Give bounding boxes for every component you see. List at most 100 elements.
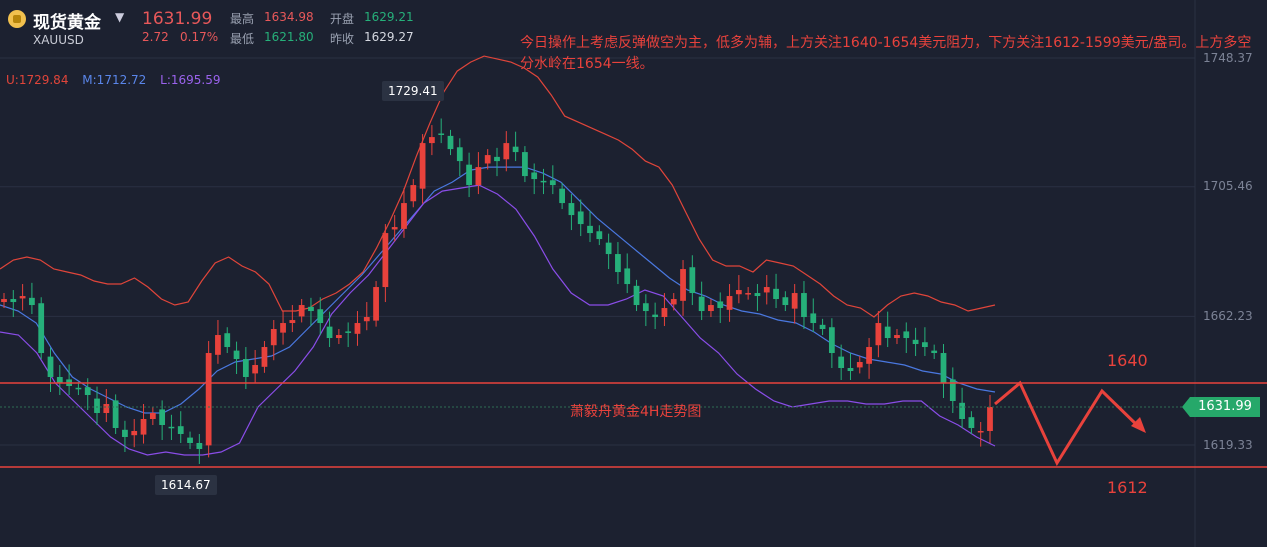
candle-body	[401, 203, 407, 229]
high-marker: 1729.41	[382, 81, 444, 101]
candle-body	[373, 287, 379, 321]
candle-body	[484, 155, 491, 164]
candle-body	[75, 387, 82, 390]
candle-body	[875, 323, 882, 346]
chevron-down-icon[interactable]: ▼	[115, 10, 125, 24]
upper-level-label: 1640	[1107, 351, 1148, 370]
candle-body	[912, 339, 919, 345]
candle-body	[698, 296, 705, 312]
band-legend: U:1729.84 M:1712.72 L:1695.59	[6, 73, 231, 87]
candle-body	[866, 347, 872, 364]
last-price: 1631.99	[142, 9, 213, 29]
candle-body	[894, 335, 900, 339]
candle-body	[475, 167, 482, 186]
candle-body	[977, 430, 984, 433]
open-value: 1629.21	[364, 10, 414, 24]
candle-body	[419, 143, 426, 189]
candle-body	[726, 296, 733, 310]
upper-band-line	[0, 55, 996, 318]
candle-body	[456, 147, 463, 162]
candle-body	[149, 412, 156, 419]
lower-level-label: 1612	[1107, 478, 1148, 497]
prev-close-label: 昨收	[330, 32, 355, 46]
prev-close-value: 1629.27	[364, 30, 414, 44]
candle-body	[959, 402, 965, 419]
candle-body	[596, 231, 603, 240]
candle-body	[29, 297, 35, 306]
candle-body	[38, 303, 45, 354]
candle-body	[410, 185, 417, 202]
candle-body	[289, 320, 296, 324]
candle-body	[252, 365, 259, 374]
candle-body	[652, 314, 659, 318]
candle-body	[791, 293, 798, 309]
low-marker: 1614.67	[155, 475, 217, 495]
high-value: 1634.98	[264, 10, 314, 24]
candle-body	[466, 164, 472, 186]
candle-body	[503, 143, 510, 160]
candle-body	[122, 429, 128, 437]
candle-body	[838, 356, 845, 369]
candle-body	[261, 347, 268, 367]
candle-body	[661, 308, 668, 318]
candle-body	[196, 442, 203, 449]
lower-band-value: L:1695.59	[160, 73, 221, 87]
low-label: 最低	[230, 32, 255, 46]
candle-body	[494, 156, 500, 162]
candle-body	[270, 329, 277, 346]
candle-body	[177, 426, 184, 434]
candle-body	[624, 268, 631, 285]
candle-body	[345, 331, 352, 333]
candle-body	[280, 323, 286, 333]
current-price-tag: 1631.99	[1182, 397, 1260, 417]
candle-body	[782, 297, 789, 306]
candle-body	[735, 290, 742, 295]
candle-body	[112, 400, 119, 428]
candle-body	[19, 296, 26, 299]
y-tick-label: 1619.33	[1203, 438, 1253, 452]
candle-body	[987, 407, 993, 431]
projection-line	[994, 380, 1142, 467]
candle-body	[512, 146, 519, 153]
candle-body	[549, 180, 556, 186]
candle-body	[522, 152, 528, 177]
arrow-head	[1131, 417, 1146, 433]
candle-body	[447, 135, 454, 150]
candle-body	[215, 335, 221, 355]
candle-body	[84, 387, 91, 396]
candle-body	[391, 227, 398, 230]
candle-body	[587, 225, 593, 234]
analysis-annotation: 今日操作上考虑反弹做空为主，低多为辅，上方关注1640-1654美元阻力，下方关…	[520, 35, 1252, 72]
projection-path	[994, 380, 1146, 467]
mid-band-line	[0, 166, 996, 414]
candle-body	[708, 305, 714, 312]
open-label: 开盘	[330, 12, 355, 26]
candle-body	[10, 299, 17, 303]
candle-body	[363, 317, 370, 322]
candle-body	[745, 293, 752, 295]
upper-band-value: U:1729.84	[6, 73, 69, 87]
candle-body	[615, 254, 621, 273]
instrument-symbol: XAUUSD	[33, 33, 84, 47]
mid-band-value: M:1712.72	[82, 73, 147, 87]
candle-body	[856, 362, 863, 368]
instrument-name[interactable]: 现货黄金	[33, 13, 101, 33]
candle-body	[131, 430, 138, 436]
candle-body	[168, 426, 175, 429]
candle-body	[642, 303, 649, 312]
candle-body	[224, 333, 231, 348]
candle-body	[354, 323, 361, 334]
candle-body	[968, 417, 975, 428]
price-change-pct: 0.17%	[180, 30, 219, 44]
candle-body	[205, 353, 212, 446]
candle-body	[577, 211, 584, 225]
price-change: 2.72	[142, 30, 169, 44]
candle-body	[438, 133, 445, 135]
candle-body	[931, 350, 938, 354]
candle-body	[680, 269, 686, 301]
candle-body	[717, 301, 724, 309]
candle-body	[819, 324, 826, 330]
candle-body	[670, 299, 677, 305]
quote-header: 现货黄金 ▼ XAUUSD 1631.99 2.72 0.17% 最高 1634…	[0, 0, 440, 52]
candle-body	[326, 326, 333, 339]
